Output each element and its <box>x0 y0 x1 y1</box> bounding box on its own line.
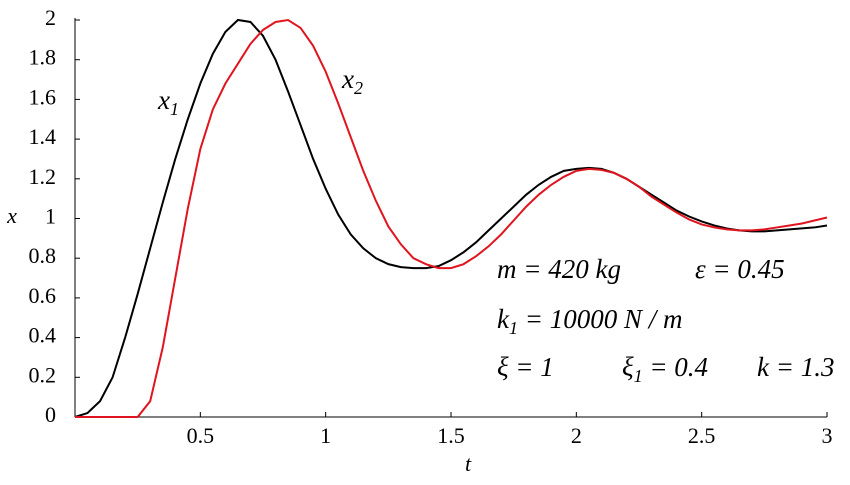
annotation: k = 1.3 <box>757 352 834 382</box>
y-tick-label: 0.6 <box>29 283 57 308</box>
x-tick-label: 3 <box>822 423 833 448</box>
annotation-text: k <box>497 304 510 334</box>
y-tick-label: 1.2 <box>29 164 57 189</box>
series-label: x1 <box>157 85 179 119</box>
annotation: ξ = 1 <box>497 352 554 382</box>
y-tick-label: 0 <box>45 402 56 427</box>
annotation-text: ξ = 1 <box>497 352 554 382</box>
annotation-text: m = 420 kg <box>497 254 621 284</box>
y-tick-label: 0.8 <box>29 243 57 268</box>
x-tick-label: 1 <box>320 423 331 448</box>
annotation: ε = 0.45 <box>695 254 785 284</box>
y-tick-label: 1.6 <box>29 84 57 109</box>
x-tick-label: 2.5 <box>688 423 716 448</box>
series-label-subscript: 2 <box>354 78 363 98</box>
y-axis-label: x <box>6 203 17 228</box>
y-tick-label: 1.4 <box>29 124 57 149</box>
series-label-name: x <box>157 85 170 115</box>
y-tick-label: 0.4 <box>29 323 57 348</box>
annotation: k1 = 10000 N / m <box>497 304 682 338</box>
series-label: x2 <box>341 64 363 98</box>
y-tick-label: 1 <box>45 204 56 229</box>
x-tick-label: 0.5 <box>187 423 215 448</box>
annotation-subscript: 1 <box>509 318 518 338</box>
x-tick-label: 2 <box>571 423 582 448</box>
y-tick-label: 1.8 <box>29 45 57 70</box>
x-axis-label: t <box>465 451 472 476</box>
y-tick-label: 2 <box>45 5 56 30</box>
annotation-subscript: 1 <box>634 366 643 386</box>
annotation-rest: = 10000 N / m <box>518 304 682 334</box>
y-tick-label: 0.2 <box>29 362 57 387</box>
series-label-name: x <box>341 64 354 94</box>
annotation-text: ε = 0.45 <box>695 254 785 284</box>
series-label-subscript: 1 <box>170 99 179 119</box>
annotation-rest: = 0.4 <box>643 352 708 382</box>
annotation: m = 420 kg <box>497 254 621 284</box>
series-line <box>75 18 828 418</box>
x-tick-label: 1.5 <box>437 423 465 448</box>
annotation-text: k = 1.3 <box>757 352 834 382</box>
annotation: ξ1 = 0.4 <box>622 352 708 386</box>
annotation-text: ξ <box>622 352 634 382</box>
series-line <box>74 18 828 418</box>
